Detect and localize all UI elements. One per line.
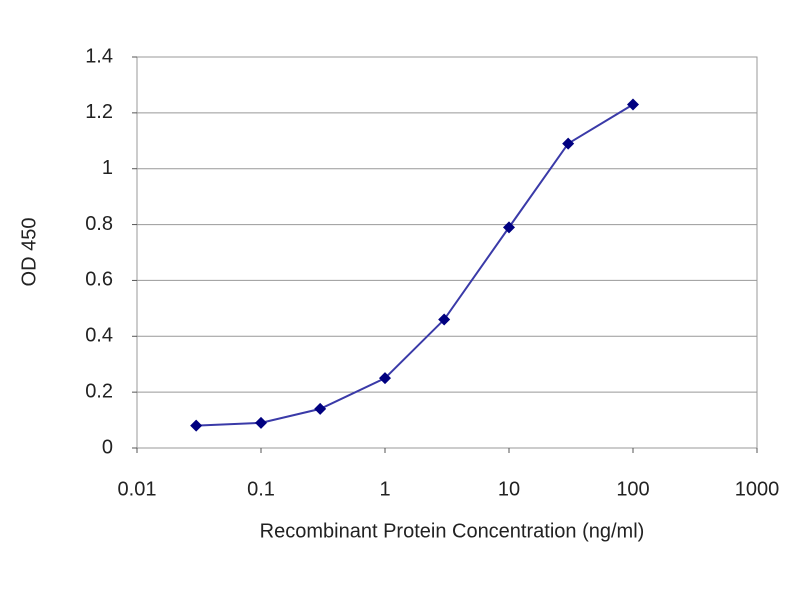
data-marker [255, 416, 267, 429]
data-marker [562, 137, 575, 150]
y-tick-label: 1.2 [85, 101, 113, 123]
x-tick-label: 1000 [735, 478, 780, 500]
plot-area [136, 56, 758, 449]
data-marker [379, 372, 391, 385]
y-tick-label: 0 [102, 436, 113, 458]
y-axis-label: OD 450 [18, 218, 40, 287]
y-tick-label: 1.4 [85, 45, 113, 67]
x-axis-label: Recombinant Protein Concentration (ng/ml… [260, 520, 645, 542]
data-marker [314, 402, 327, 415]
y-tick-label: 0.4 [85, 325, 113, 347]
y-tick-label: 0.8 [85, 213, 113, 235]
y-tick-label: 0.6 [85, 269, 113, 291]
x-tick-label: 0.01 [118, 478, 157, 500]
y-tick-label: 0.2 [85, 380, 113, 402]
x-tick-label: 100 [616, 478, 649, 500]
data-marker [627, 98, 639, 111]
data-line [196, 103, 634, 427]
x-tick-label: 1 [379, 478, 390, 500]
data-marker [438, 313, 451, 326]
data-marker [503, 221, 515, 234]
y-tick-label: 1 [102, 157, 113, 179]
data-marker [190, 419, 203, 432]
x-tick-label: 10 [498, 478, 520, 500]
x-tick-label: 0.1 [247, 478, 275, 500]
